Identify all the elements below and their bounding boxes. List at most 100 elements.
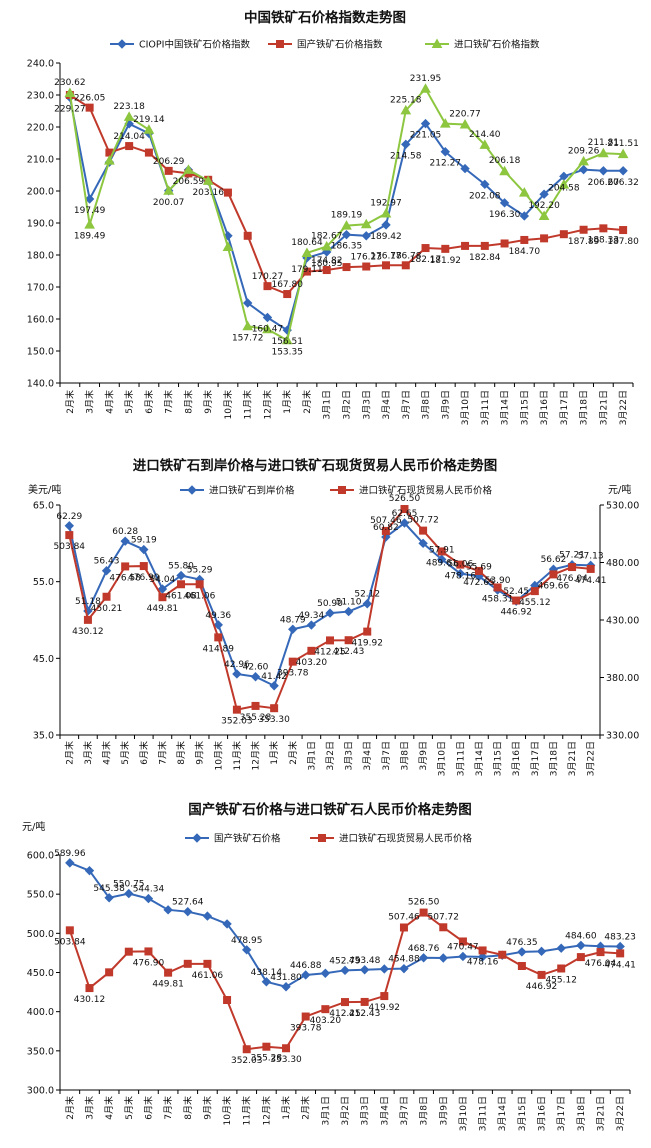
data-point: [478, 946, 487, 955]
data-point: [341, 220, 352, 230]
data-label: 229.27: [54, 104, 86, 114]
data-label: 450.21: [91, 604, 123, 614]
legend-marker: [117, 39, 127, 49]
data-point: [518, 187, 530, 197]
data-label: 197.49: [74, 206, 106, 216]
data-label: 527.64: [172, 898, 204, 908]
data-point: [619, 226, 628, 235]
x-tick-label: 3月11日: [480, 390, 491, 425]
data-point: [382, 261, 391, 270]
data-label: 393.78: [290, 1024, 322, 1034]
data-label: 353.30: [270, 1055, 302, 1065]
data-label: 352.03: [221, 717, 253, 727]
data-label: 42.96: [224, 660, 250, 670]
y-tick-label: 210.0: [27, 155, 54, 166]
x-tick-label: 3月2日: [325, 741, 336, 770]
data-point: [401, 139, 411, 150]
x-tick-label: 2月末: [64, 1096, 76, 1120]
data-label: 430.12: [74, 995, 106, 1005]
data-point: [125, 142, 134, 151]
data-label: 202.08: [469, 191, 501, 201]
data-label: 231.95: [410, 74, 442, 84]
data-point: [477, 952, 488, 962]
data-point: [598, 166, 609, 176]
data-point: [341, 998, 349, 1007]
data-point: [458, 951, 468, 962]
data-label: 412.43: [333, 647, 365, 657]
data-label: 60.28: [112, 527, 138, 537]
x-tick-label: 6月末: [143, 390, 155, 414]
data-label: 478.16: [467, 957, 499, 967]
data-label: 476.90: [133, 958, 165, 968]
data-label: 203.16: [192, 188, 224, 198]
data-label: 476.04: [556, 574, 588, 584]
data-point: [596, 948, 605, 957]
data-point: [85, 984, 94, 993]
data-point: [124, 888, 134, 899]
y-tick-label: 190.0: [27, 219, 54, 230]
legend-marker: [192, 833, 202, 843]
data-label: 156.51: [271, 337, 303, 347]
x-tick-label: 3月10日: [437, 741, 448, 776]
x-tick-label: 3月21日: [598, 390, 609, 425]
data-label: 503.84: [54, 542, 86, 552]
data-point: [301, 1012, 310, 1021]
data-label: 206.29: [153, 157, 185, 167]
data-point: [401, 261, 410, 270]
data-label: 176.78: [370, 251, 402, 261]
data-point: [517, 947, 527, 957]
y-tick-label: 220.0: [27, 123, 54, 134]
data-point: [399, 518, 410, 528]
data-point: [123, 111, 135, 121]
data-label: 176.23: [351, 253, 383, 263]
data-point: [326, 636, 334, 645]
data-label: 209.26: [568, 146, 600, 156]
x-tick-label: 3月16日: [539, 390, 550, 425]
data-label: 196.30: [489, 210, 521, 220]
legend-marker: [431, 38, 443, 48]
y-tick-label: 300.0: [27, 1086, 54, 1097]
x-tick-label: 3月2日: [340, 1096, 351, 1125]
data-label: 221.05: [410, 131, 442, 141]
data-label: 50.90: [317, 599, 343, 609]
data-point: [83, 615, 92, 624]
data-point: [202, 175, 214, 185]
data-label: 219.14: [133, 115, 165, 125]
data-label: 544.34: [133, 885, 165, 895]
data-point: [418, 953, 429, 963]
data-label: 55.80: [168, 562, 194, 572]
data-point: [579, 225, 588, 234]
data-label: 226.05: [74, 94, 106, 104]
x-tick-label: 12月末: [260, 1096, 272, 1125]
x-tick-label: 3月15日: [519, 390, 530, 425]
data-point: [144, 148, 153, 157]
x-tick-label: 3月16日: [537, 1096, 548, 1131]
data-label: 214.40: [469, 130, 501, 140]
x-tick-label: 2月末: [63, 741, 75, 765]
data-label: 507.46: [388, 912, 420, 922]
data-point: [121, 562, 130, 571]
y-tick-label: 500.0: [27, 929, 54, 940]
x-tick-label: 3月2日: [342, 390, 353, 419]
data-point: [144, 947, 153, 956]
data-label: 188.33: [588, 235, 620, 245]
data-point: [568, 563, 577, 572]
data-label: 206.18: [489, 156, 521, 166]
data-point: [281, 334, 293, 345]
data-point: [616, 949, 625, 958]
x-tick-label: 3月22日: [615, 1096, 626, 1131]
data-point: [176, 570, 186, 581]
data-label: 526.50: [389, 494, 421, 504]
data-point: [158, 593, 167, 602]
data-label: 469.66: [538, 581, 570, 591]
data-point: [538, 210, 550, 220]
x-tick-label: 3月18日: [576, 1096, 587, 1131]
data-label: 476.58: [109, 573, 141, 583]
data-point: [143, 124, 155, 134]
data-point: [120, 536, 130, 546]
x-tick-label: 3月3日: [361, 390, 372, 419]
x-tick-label: 3月4日: [379, 1096, 390, 1125]
x-tick-label: 8月末: [175, 741, 187, 765]
